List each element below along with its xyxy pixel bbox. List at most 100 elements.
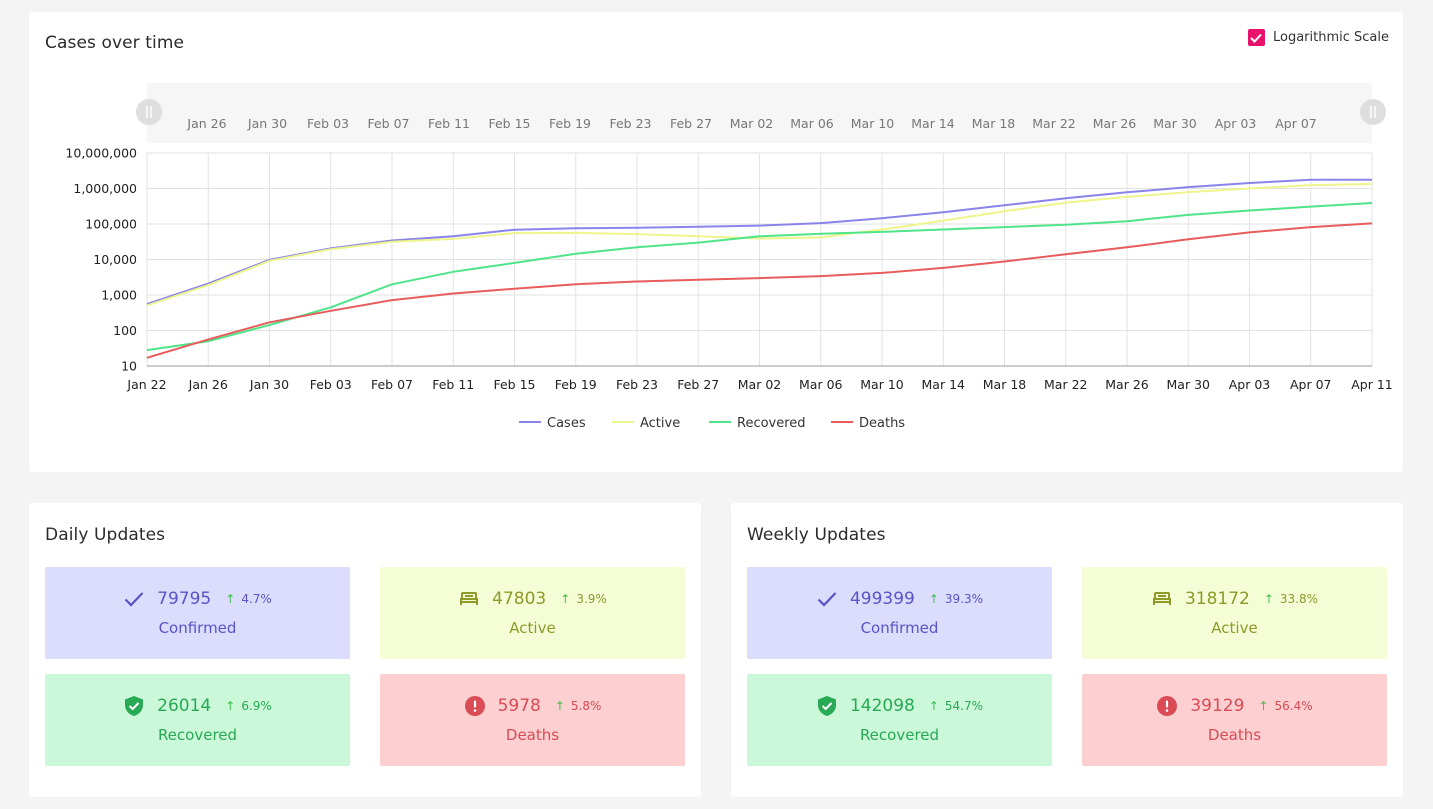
x-tick-label: Feb 27 (677, 377, 719, 392)
daily-confirmed-label: Confirmed (158, 619, 237, 637)
x-tick-label: Jan 22 (126, 377, 166, 392)
x-tick-label: Apr 07 (1290, 377, 1332, 392)
y-tick-label: 10,000 (93, 252, 137, 267)
cases-over-time-card: Jan 26 Jan 30 Feb 03 Feb 07 Feb 11 Feb 15 Feb … (29, 12, 1403, 472)
arrow-up-icon: ↑ (1263, 592, 1274, 606)
weekly-active-tile[interactable]: 318172 ↑ 33.8% Active (1082, 567, 1387, 659)
daily-recovered-value: 26014 (157, 696, 212, 716)
series-line-active[interactable] (146, 183, 1373, 307)
weekly-confirmed-tile[interactable]: 499399 ↑ 39.3% Confirmed (747, 567, 1052, 659)
daily-active-change: ↑ 3.9% (560, 592, 607, 606)
y-tick-label: 1,000,000 (73, 181, 137, 196)
series-line-recovered[interactable] (146, 202, 1373, 352)
bed-icon (1151, 588, 1173, 610)
navigator-tick-label: Mar 02 (730, 116, 773, 131)
daily-recovered-tile[interactable]: 26014 ↑ 6.9% Recovered (45, 674, 350, 766)
x-tick-label: Mar 10 (860, 377, 904, 392)
weekly-deaths-label: Deaths (1207, 726, 1262, 744)
x-tick-label: Feb 07 (371, 377, 413, 392)
daily-deaths-value: 5978 (497, 696, 541, 716)
daily-active-tile[interactable]: 47803 ↑ 3.9% Active (380, 567, 685, 659)
cases-chart[interactable]: Jan 26 Jan 30 Feb 03 Feb 07 Feb 11 Feb 15 Feb … (29, 12, 1403, 472)
navigator-tick-label: Mar 10 (851, 116, 895, 131)
weekly-active-value: 318172 (1184, 589, 1250, 609)
daily-deaths-label: Deaths (505, 726, 560, 744)
x-tick-label: Apr 03 (1229, 377, 1271, 392)
y-tick-label: 10,000,000 (65, 146, 137, 161)
navigator-tick-label: Mar 26 (1093, 116, 1137, 131)
weekly-deaths-change: ↑ 56.4% (1258, 699, 1313, 713)
weekly-confirmed-value: 499399 (849, 589, 915, 609)
navigator-tick-label: Feb 15 (488, 116, 530, 131)
y-tick-label: 1,000 (101, 288, 137, 303)
weekly-recovered-change: ↑ 54.7% (928, 699, 984, 713)
series-line-deaths[interactable] (146, 222, 1373, 359)
arrow-up-icon: ↑ (554, 699, 565, 713)
navigator-tick-label: Mar 30 (1153, 116, 1197, 131)
shield-check-icon (123, 695, 145, 717)
x-tick-label: Feb 11 (432, 377, 474, 392)
legend-item-deaths[interactable]: Deaths (831, 416, 905, 431)
x-tick-label: Feb 15 (493, 377, 535, 392)
x-tick-label: Feb 23 (616, 377, 658, 392)
x-tick-label: Mar 14 (922, 377, 966, 392)
navigator-tick-label: Jan 30 (247, 116, 287, 131)
navigator-tick-label: Mar 14 (911, 116, 955, 131)
x-tick-label: Mar 22 (1044, 377, 1087, 392)
navigator-tick-label: Mar 18 (972, 116, 1016, 131)
arrow-up-icon: ↑ (928, 592, 939, 606)
arrow-up-icon: ↑ (225, 699, 236, 713)
daily-recovered-change: ↑ 6.9% (225, 699, 272, 713)
weekly-updates-card: Weekly Updates 499399 ↑ 39.3% Confirmed 3… (731, 503, 1403, 797)
x-tick-label: Mar 30 (1167, 377, 1211, 392)
x-tick-label: Mar 02 (738, 377, 781, 392)
navigator-tick-label: Feb 03 (307, 116, 349, 131)
arrow-up-icon: ↑ (225, 592, 236, 606)
x-tick-label: Jan 30 (249, 377, 289, 392)
check-icon (123, 588, 145, 610)
navigator-tick-label: Feb 27 (670, 116, 712, 131)
daily-deaths-tile[interactable]: 5978 ↑ 5.8% Deaths (380, 674, 685, 766)
weekly-deaths-tile[interactable]: 39129 ↑ 56.4% Deaths (1082, 674, 1387, 766)
x-tick-label: Mar 26 (1105, 377, 1149, 392)
daily-recovered-label: Recovered (157, 726, 238, 744)
navigator-right-handle[interactable] (1360, 99, 1386, 125)
shield-check-icon (816, 695, 838, 717)
legend-item-active[interactable]: Active (612, 416, 680, 431)
legend-item-recovered[interactable]: Recovered (709, 416, 806, 431)
navigator-tick-label: Mar 22 (1032, 116, 1075, 131)
bed-icon (458, 588, 480, 610)
chart-title: Cases over time (45, 33, 185, 53)
legend-label: Cases (547, 416, 586, 431)
y-tick-label: 10 (121, 359, 137, 374)
navigator-tick-label: Apr 03 (1215, 116, 1257, 131)
daily-confirmed-tile[interactable]: 79795 ↑ 4.7% Confirmed (45, 567, 350, 659)
daily-confirmed-value: 79795 (157, 589, 212, 609)
navigator-tick-label: Jan 26 (186, 116, 226, 131)
navigator-tick-label: Feb 11 (428, 116, 470, 131)
weekly-confirmed-change: ↑ 39.3% (928, 592, 984, 606)
range-navigator[interactable] (147, 83, 1372, 143)
legend-label: Recovered (737, 416, 806, 431)
checkbox-checked-icon[interactable] (1247, 29, 1265, 46)
daily-updates-card: Daily Updates 79795 ↑ 4.7% Confirmed 4780… (29, 503, 701, 797)
x-tick-label: Jan 26 (188, 377, 228, 392)
weekly-active-label: Active (1211, 619, 1258, 637)
weekly-recovered-value: 142098 (849, 696, 915, 716)
alert-circle-icon (464, 695, 486, 717)
x-tick-label: Feb 03 (310, 377, 352, 392)
check-icon (816, 588, 838, 610)
navigator-tick-label: Feb 07 (367, 116, 409, 131)
daily-updates-title: Daily Updates (45, 525, 166, 545)
weekly-recovered-tile[interactable]: 142098 ↑ 54.7% Recovered (747, 674, 1052, 766)
y-tick-label: 100 (113, 323, 137, 338)
legend-item-cases[interactable]: Cases (519, 416, 586, 431)
navigator-left-handle[interactable] (136, 99, 162, 125)
navigator-tick-label: Apr 07 (1275, 116, 1317, 131)
arrow-up-icon: ↑ (928, 699, 939, 713)
logarithmic-scale-label: Logarithmic Scale (1272, 30, 1389, 45)
logarithmic-scale-toggle[interactable]: Logarithmic Scale (1247, 29, 1389, 46)
legend-label: Active (640, 416, 680, 431)
x-tick-label: Feb 19 (555, 377, 597, 392)
x-tick-label: Apr 11 (1351, 377, 1393, 392)
